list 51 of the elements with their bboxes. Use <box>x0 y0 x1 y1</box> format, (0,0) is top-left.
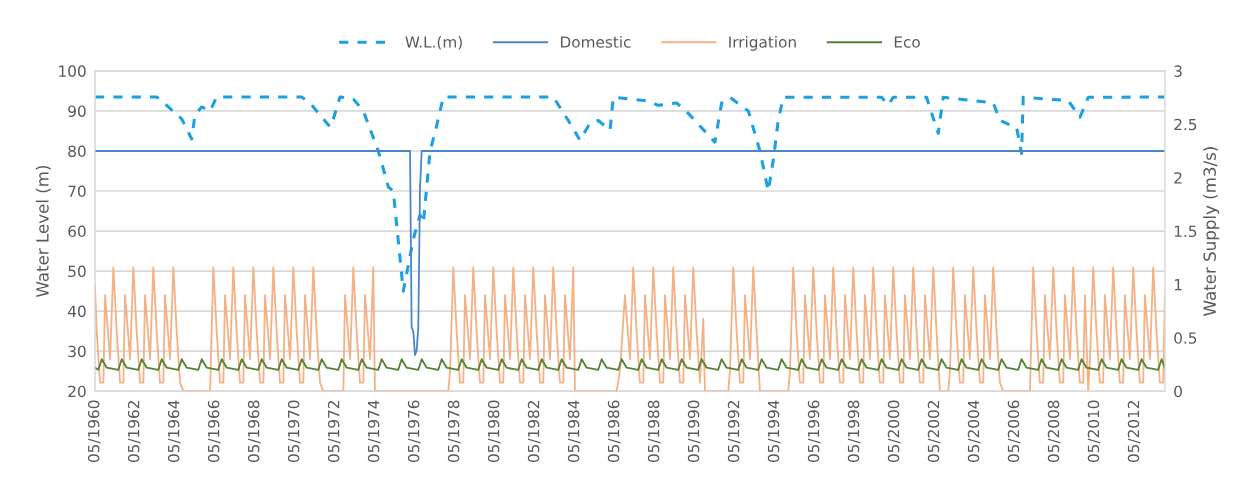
y2-tick-label: 0.5 <box>1174 332 1197 344</box>
legend-label: Eco <box>894 36 920 48</box>
legend-label: W.L.(m) <box>405 35 462 50</box>
x-tick-label: 05/1966 <box>207 400 221 462</box>
x-tick-label: 05/1982 <box>527 401 541 462</box>
x-tick-label: 05/1978 <box>447 400 461 462</box>
x-tick-label: 05/1990 <box>687 400 701 462</box>
y-tick-label: 40 <box>67 305 86 318</box>
x-tick-label: 05/2000 <box>887 400 901 462</box>
y-tick-label: 90 <box>68 105 86 117</box>
x-tick-label: 05/1964 <box>167 400 181 462</box>
x-tick-label: 05/1992 <box>727 401 741 462</box>
x-tick-label: 05/1996 <box>807 400 821 462</box>
x-tick-label: 05/1984 <box>567 400 581 462</box>
x-tick-label: 05/1972 <box>327 401 341 462</box>
y2-tick-label: 2 <box>1174 172 1182 184</box>
line-series <box>95 95 1165 293</box>
y2-tick-label: 3 <box>1174 65 1182 77</box>
y2-tick-label: 2.5 <box>1174 118 1197 131</box>
y-tick-label: 100 <box>59 65 86 77</box>
line-series <box>95 150 1165 356</box>
x-tick-label: 05/1998 <box>847 400 861 462</box>
x-tick-label: 05/1968 <box>247 400 261 462</box>
x-tick-label: 05/1994 <box>767 400 781 462</box>
x-tick-label: 05/2010 <box>1087 400 1101 462</box>
x-tick-label: 05/1986 <box>607 400 621 462</box>
y-tick-label: 50 <box>68 265 86 278</box>
x-tick-label: 05/2006 <box>1007 400 1021 462</box>
y2-axis-title: Water Supply (m3/s) <box>1203 147 1220 316</box>
legend-label: Irrigation <box>729 35 796 51</box>
x-tick-label: 05/2004 <box>967 400 981 462</box>
x-tick-label: 05/2002 <box>927 401 941 462</box>
y-tick-label: 60 <box>68 225 86 238</box>
y-tick-label: 30 <box>68 345 86 358</box>
y-tick-label: 70 <box>68 185 86 198</box>
x-tick-label: 05/1960 <box>87 400 101 462</box>
y-tick-label: 20 <box>68 385 86 398</box>
x-tick-label: 05/1962 <box>127 401 141 462</box>
x-tick-label: 05/2012 <box>1127 401 1141 462</box>
x-tick-label: 05/1988 <box>647 400 661 462</box>
y-tick-label: 80 <box>68 145 86 157</box>
legend-label: Domestic <box>560 35 631 48</box>
x-tick-label: 05/1980 <box>487 400 501 462</box>
y-axis-title: Water Level (m) <box>35 165 51 298</box>
x-tick-label: 05/1970 <box>287 400 301 462</box>
x-tick-label: 05/1976 <box>407 400 421 462</box>
y2-tick-label: 1.5 <box>1174 225 1197 238</box>
y2-tick-label: 0 <box>1174 385 1182 398</box>
x-tick-label: 05/2008 <box>1047 400 1061 462</box>
y2-tick-label: 1 <box>1174 279 1182 291</box>
x-tick-label: 05/1974 <box>367 400 381 462</box>
